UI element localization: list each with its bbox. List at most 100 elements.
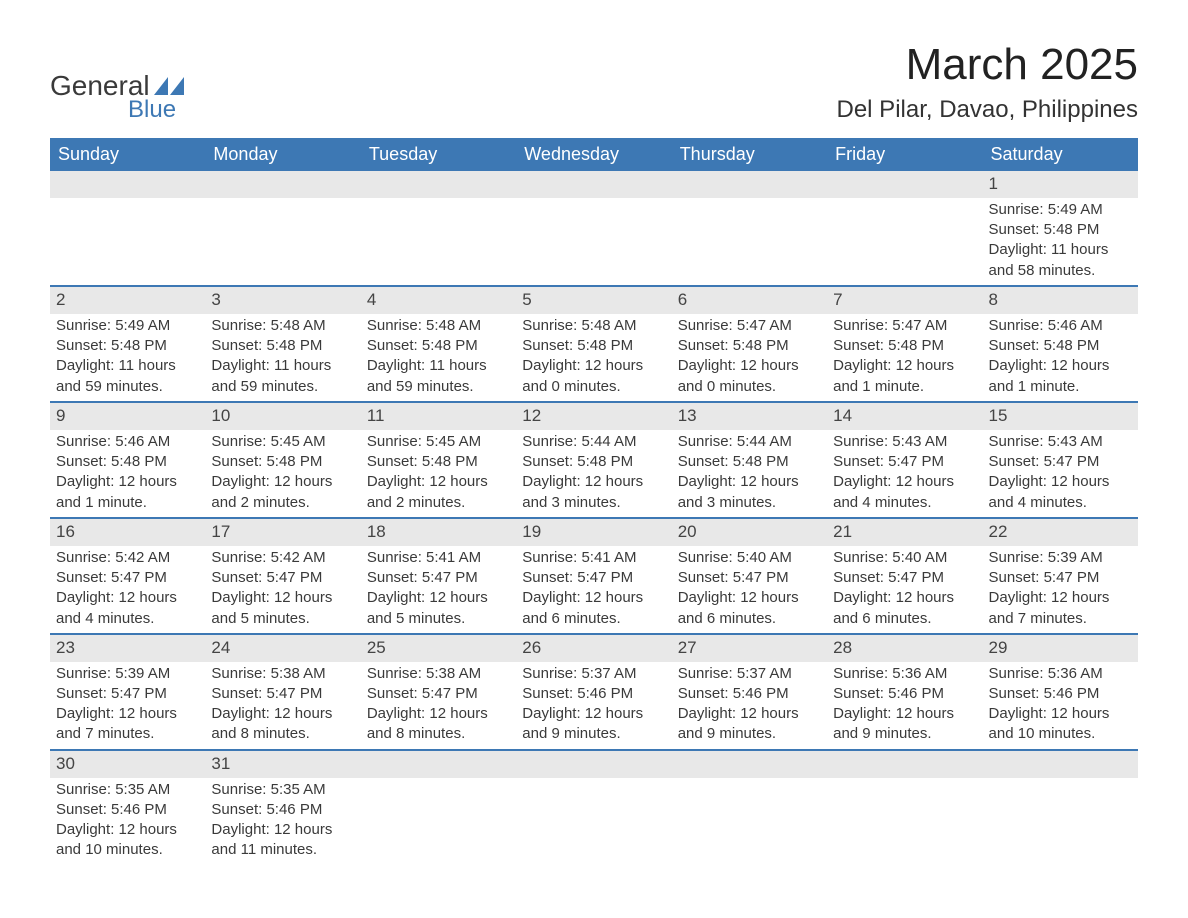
calendar-day-cell: 23Sunrise: 5:39 AMSunset: 5:47 PMDayligh…: [50, 635, 205, 749]
sunset-text: Sunset: 5:48 PM: [367, 452, 510, 472]
daylight-text: Daylight: 12 hours and 7 minutes.: [989, 588, 1132, 629]
day-number: 15: [983, 403, 1138, 430]
weekday-header: Wednesday: [516, 138, 671, 171]
day-number: 3: [205, 287, 360, 314]
daylight-text: Daylight: 12 hours and 1 minute.: [833, 356, 976, 397]
page-header: General Blue March 2025 Del Pilar, Davao…: [50, 40, 1138, 130]
daylight-text: Daylight: 12 hours and 0 minutes.: [522, 356, 665, 397]
sunset-text: Sunset: 5:47 PM: [56, 568, 199, 588]
day-number: [672, 751, 827, 778]
calendar-day-cell: 28Sunrise: 5:36 AMSunset: 5:46 PMDayligh…: [827, 635, 982, 749]
sunrise-text: Sunrise: 5:48 AM: [522, 316, 665, 336]
sunset-text: Sunset: 5:48 PM: [678, 452, 821, 472]
calendar-day-cell: [516, 751, 671, 865]
sunrise-text: Sunrise: 5:37 AM: [678, 664, 821, 684]
day-number: 2: [50, 287, 205, 314]
calendar-week-row: 16Sunrise: 5:42 AMSunset: 5:47 PMDayligh…: [50, 519, 1138, 635]
calendar-day-cell: [983, 751, 1138, 865]
sunset-text: Sunset: 5:48 PM: [678, 336, 821, 356]
calendar-day-cell: 25Sunrise: 5:38 AMSunset: 5:47 PMDayligh…: [361, 635, 516, 749]
day-number: 18: [361, 519, 516, 546]
daylight-text: Daylight: 12 hours and 11 minutes.: [211, 820, 354, 861]
calendar-week-row: 23Sunrise: 5:39 AMSunset: 5:47 PMDayligh…: [50, 635, 1138, 751]
daylight-text: Daylight: 11 hours and 59 minutes.: [367, 356, 510, 397]
daylight-text: Daylight: 12 hours and 10 minutes.: [56, 820, 199, 861]
day-number: 30: [50, 751, 205, 778]
calendar-day-cell: [361, 751, 516, 865]
sunset-text: Sunset: 5:47 PM: [211, 684, 354, 704]
calendar-week-row: 1Sunrise: 5:49 AMSunset: 5:48 PMDaylight…: [50, 171, 1138, 287]
calendar-day-cell: 30Sunrise: 5:35 AMSunset: 5:46 PMDayligh…: [50, 751, 205, 865]
calendar-day-cell: [50, 171, 205, 285]
day-number: [361, 171, 516, 198]
weekday-header: Sunday: [50, 138, 205, 171]
sunrise-text: Sunrise: 5:48 AM: [211, 316, 354, 336]
sunrise-text: Sunrise: 5:45 AM: [367, 432, 510, 452]
day-number: 5: [516, 287, 671, 314]
daylight-text: Daylight: 12 hours and 4 minutes.: [833, 472, 976, 513]
sunset-text: Sunset: 5:47 PM: [56, 684, 199, 704]
daylight-text: Daylight: 12 hours and 7 minutes.: [56, 704, 199, 745]
calendar-day-cell: [672, 171, 827, 285]
calendar-day-cell: 26Sunrise: 5:37 AMSunset: 5:46 PMDayligh…: [516, 635, 671, 749]
month-title: March 2025: [837, 40, 1139, 90]
sunrise-text: Sunrise: 5:49 AM: [989, 200, 1132, 220]
sunrise-text: Sunrise: 5:44 AM: [678, 432, 821, 452]
daylight-text: Daylight: 12 hours and 6 minutes.: [522, 588, 665, 629]
sunrise-text: Sunrise: 5:44 AM: [522, 432, 665, 452]
sunrise-text: Sunrise: 5:35 AM: [211, 780, 354, 800]
calendar-day-cell: 14Sunrise: 5:43 AMSunset: 5:47 PMDayligh…: [827, 403, 982, 517]
sunset-text: Sunset: 5:47 PM: [522, 568, 665, 588]
daylight-text: Daylight: 12 hours and 9 minutes.: [833, 704, 976, 745]
day-number: 1: [983, 171, 1138, 198]
sunrise-text: Sunrise: 5:40 AM: [678, 548, 821, 568]
calendar-day-cell: 6Sunrise: 5:47 AMSunset: 5:48 PMDaylight…: [672, 287, 827, 401]
sunset-text: Sunset: 5:48 PM: [56, 336, 199, 356]
daylight-text: Daylight: 12 hours and 6 minutes.: [833, 588, 976, 629]
daylight-text: Daylight: 11 hours and 59 minutes.: [211, 356, 354, 397]
calendar-day-cell: 3Sunrise: 5:48 AMSunset: 5:48 PMDaylight…: [205, 287, 360, 401]
sunset-text: Sunset: 5:48 PM: [211, 452, 354, 472]
daylight-text: Daylight: 12 hours and 1 minute.: [56, 472, 199, 513]
day-number: 20: [672, 519, 827, 546]
day-number: [50, 171, 205, 198]
day-number: 9: [50, 403, 205, 430]
sunset-text: Sunset: 5:48 PM: [56, 452, 199, 472]
sunset-text: Sunset: 5:48 PM: [833, 336, 976, 356]
calendar-day-cell: 24Sunrise: 5:38 AMSunset: 5:47 PMDayligh…: [205, 635, 360, 749]
daylight-text: Daylight: 12 hours and 10 minutes.: [989, 704, 1132, 745]
weekday-header: Monday: [205, 138, 360, 171]
sunrise-text: Sunrise: 5:40 AM: [833, 548, 976, 568]
sunrise-text: Sunrise: 5:41 AM: [522, 548, 665, 568]
sunrise-text: Sunrise: 5:42 AM: [211, 548, 354, 568]
sunset-text: Sunset: 5:47 PM: [367, 684, 510, 704]
sunrise-text: Sunrise: 5:36 AM: [833, 664, 976, 684]
day-number: 28: [827, 635, 982, 662]
calendar-day-cell: [672, 751, 827, 865]
weekday-header: Saturday: [983, 138, 1138, 171]
calendar-day-cell: 16Sunrise: 5:42 AMSunset: 5:47 PMDayligh…: [50, 519, 205, 633]
day-number: 25: [361, 635, 516, 662]
calendar-day-cell: 17Sunrise: 5:42 AMSunset: 5:47 PMDayligh…: [205, 519, 360, 633]
calendar-header-row: Sunday Monday Tuesday Wednesday Thursday…: [50, 138, 1138, 171]
daylight-text: Daylight: 11 hours and 59 minutes.: [56, 356, 199, 397]
day-number: 11: [361, 403, 516, 430]
daylight-text: Daylight: 12 hours and 4 minutes.: [989, 472, 1132, 513]
day-number: 10: [205, 403, 360, 430]
day-number: 17: [205, 519, 360, 546]
calendar-day-cell: 13Sunrise: 5:44 AMSunset: 5:48 PMDayligh…: [672, 403, 827, 517]
daylight-text: Daylight: 12 hours and 9 minutes.: [522, 704, 665, 745]
calendar-day-cell: 7Sunrise: 5:47 AMSunset: 5:48 PMDaylight…: [827, 287, 982, 401]
day-number: [672, 171, 827, 198]
sunset-text: Sunset: 5:46 PM: [56, 800, 199, 820]
day-number: 19: [516, 519, 671, 546]
sunset-text: Sunset: 5:48 PM: [522, 336, 665, 356]
day-number: 22: [983, 519, 1138, 546]
daylight-text: Daylight: 12 hours and 3 minutes.: [522, 472, 665, 513]
sunrise-text: Sunrise: 5:42 AM: [56, 548, 199, 568]
calendar-day-cell: 4Sunrise: 5:48 AMSunset: 5:48 PMDaylight…: [361, 287, 516, 401]
day-number: 16: [50, 519, 205, 546]
day-number: 8: [983, 287, 1138, 314]
daylight-text: Daylight: 12 hours and 8 minutes.: [211, 704, 354, 745]
sunset-text: Sunset: 5:47 PM: [211, 568, 354, 588]
